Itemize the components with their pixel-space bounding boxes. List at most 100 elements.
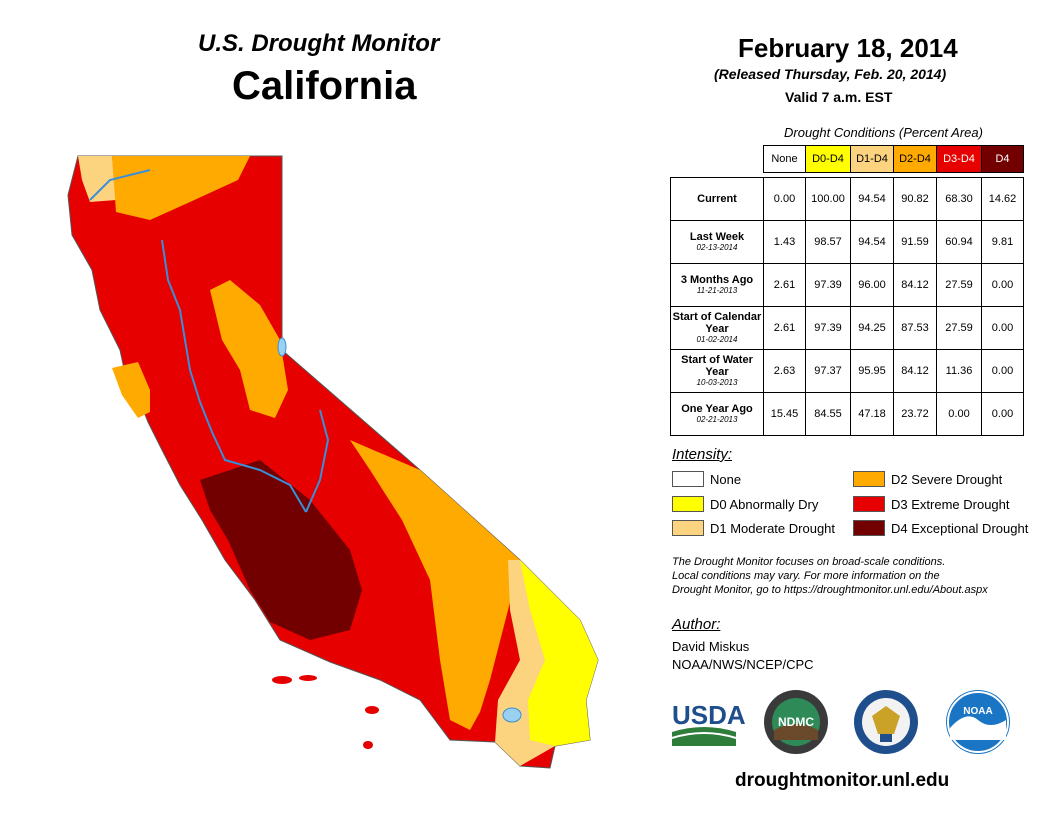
row-label-date: 02-21-2013	[696, 415, 738, 424]
row-label-date: 11-21-2013	[696, 286, 738, 295]
table-cell: 100.00	[805, 177, 851, 221]
legend-swatch-d3	[853, 496, 885, 512]
commerce-logo	[854, 690, 918, 754]
row-label: 3 Months Ago 11-21-2013	[670, 263, 764, 307]
row-label: Last Week 02-13-2014	[670, 220, 764, 264]
table-cell: 9.81	[981, 220, 1024, 264]
table-cell: 0.00	[936, 392, 982, 436]
note-line-1: The Drought Monitor focuses on broad-sca…	[672, 556, 946, 568]
legend-swatch-d4	[853, 520, 885, 536]
salton-sea	[502, 707, 522, 723]
table-cell: 90.82	[893, 177, 937, 221]
legend-swatch-d1	[672, 520, 704, 536]
table-cell: 0.00	[981, 263, 1024, 307]
table-cell: 97.37	[805, 349, 851, 393]
river-sacramento	[161, 239, 307, 513]
row-label: One Year Ago 02-21-2013	[670, 392, 764, 436]
table-cell: 0.00	[981, 349, 1024, 393]
info-note: The Drought Monitor focuses on broad-sca…	[672, 555, 1042, 597]
col-header-none: None	[763, 145, 806, 173]
table-cell: 15.45	[763, 392, 806, 436]
note-line-3: Drought Monitor, go to https://droughtmo…	[672, 584, 988, 596]
table-header-row: None D0-D4 D1-D4 D2-D4 D3-D4 D4	[671, 145, 1024, 173]
table-cell: 2.63	[763, 349, 806, 393]
table-cell: 98.57	[805, 220, 851, 264]
table-cell: 2.61	[763, 306, 806, 350]
table-cell: 27.59	[936, 306, 982, 350]
table-row: One Year Ago 02-21-2013 15.45 84.55 47.18 23.…	[670, 392, 1024, 436]
row-label-date: 02-13-2014	[696, 243, 738, 252]
author-title: Author:	[672, 616, 721, 633]
legend-item-none: None	[672, 471, 741, 487]
river-san-joaquin	[305, 409, 330, 513]
legend-label-d2: D2 Severe Drought	[891, 471, 1003, 487]
note-line-2: Local conditions may vary. For more info…	[672, 570, 940, 582]
table-cell: 94.54	[850, 220, 894, 264]
table-row: Current 0.00 100.00 94.54 90.82 68.30 14.62	[670, 177, 1024, 221]
table-cell: 94.25	[850, 306, 894, 350]
noaa-logo-text: NOAA	[963, 706, 992, 717]
table-cell: 0.00	[763, 177, 806, 221]
row-label-date: 01-02-2014	[696, 335, 738, 344]
row-label-date: 10-03-2013	[696, 378, 738, 387]
table-cell: 84.12	[893, 349, 937, 393]
legend-item-d2: D2 Severe Drought	[853, 471, 1002, 487]
noaa-logo: NOAA	[946, 690, 1010, 754]
header-blank	[671, 146, 764, 173]
map-region-d2-bay	[112, 362, 150, 418]
map-region-d1-north	[78, 156, 116, 202]
row-label: Current	[670, 177, 764, 221]
table-row: 3 Months Ago 11-21-2013 2.61 97.39 96.00 84.1…	[670, 263, 1024, 307]
row-label-text: 3 Months Ago	[680, 274, 754, 286]
legend-item-d4: D4 Exceptional Drought	[853, 520, 1028, 536]
table-cell: 84.12	[893, 263, 937, 307]
map-region-d2-east	[350, 440, 520, 730]
author-name: David Miskus	[672, 639, 750, 654]
table-cell: 0.00	[981, 392, 1024, 436]
map-region-d2-north	[112, 156, 250, 220]
table-cell: 14.62	[981, 177, 1024, 221]
legend-title: Intensity:	[672, 446, 733, 463]
legend-swatch-d0	[672, 496, 704, 512]
map-region-d0-desert	[520, 560, 598, 746]
drought-conditions-table: None D0-D4 D1-D4 D2-D4 D3-D4 D4 Current 0…	[670, 145, 1024, 436]
table-cell: 91.59	[893, 220, 937, 264]
table-row: Last Week 02-13-2014 1.43 98.57 94.54 91.59 60…	[670, 220, 1024, 264]
row-label: Start of Water Year 10-03-2013	[670, 349, 764, 393]
table-cell: 23.72	[893, 392, 937, 436]
table-cell: 96.00	[850, 263, 894, 307]
row-label-text: Start of Calendar Year	[672, 311, 762, 335]
legend-label-none: None	[710, 471, 742, 487]
usda-logo: USDA	[671, 700, 746, 746]
table-cell: 84.55	[805, 392, 851, 436]
legend-label-d1: D1 Moderate Drought	[710, 520, 836, 536]
table-body: Current 0.00 100.00 94.54 90.82 68.30 14.62 Las…	[670, 177, 1024, 436]
col-header-d4: D4	[981, 145, 1024, 173]
legend-item-d1: D1 Moderate Drought	[672, 520, 835, 536]
channel-island-1	[272, 676, 292, 684]
california-drought-map	[67, 155, 599, 769]
row-label: Start of Calendar Year 01-02-2014	[670, 306, 764, 350]
lake-tahoe	[277, 337, 287, 357]
table-cell: 1.43	[763, 220, 806, 264]
legend-swatch-d2	[853, 471, 885, 487]
table-cell: 97.39	[805, 263, 851, 307]
website-link[interactable]: droughtmonitor.unl.edu	[735, 770, 950, 791]
table-cell: 87.53	[893, 306, 937, 350]
col-header-d0-d4: D0-D4	[805, 145, 851, 173]
state-title: California	[232, 64, 417, 108]
ndmc-logo: NDMC	[764, 690, 828, 754]
page-title: U.S. Drought Monitor	[198, 30, 440, 57]
row-label-text: Start of Water Year	[681, 354, 753, 378]
channel-island-4	[363, 741, 373, 749]
table-row: Start of Calendar Year 01-02-2014 2.61 97.3…	[670, 306, 1024, 350]
table-cell: 94.54	[850, 177, 894, 221]
table-cell: 11.36	[936, 349, 982, 393]
table-row: Start of Water Year 10-03-2013 2.63 97.37 95…	[670, 349, 1024, 393]
table-cell: 2.61	[763, 263, 806, 307]
col-header-d1-d4: D1-D4	[850, 145, 894, 173]
table-cell: 27.59	[936, 263, 982, 307]
table-cell: 0.00	[981, 306, 1024, 350]
table-cell: 97.39	[805, 306, 851, 350]
table-cell: 68.30	[936, 177, 982, 221]
